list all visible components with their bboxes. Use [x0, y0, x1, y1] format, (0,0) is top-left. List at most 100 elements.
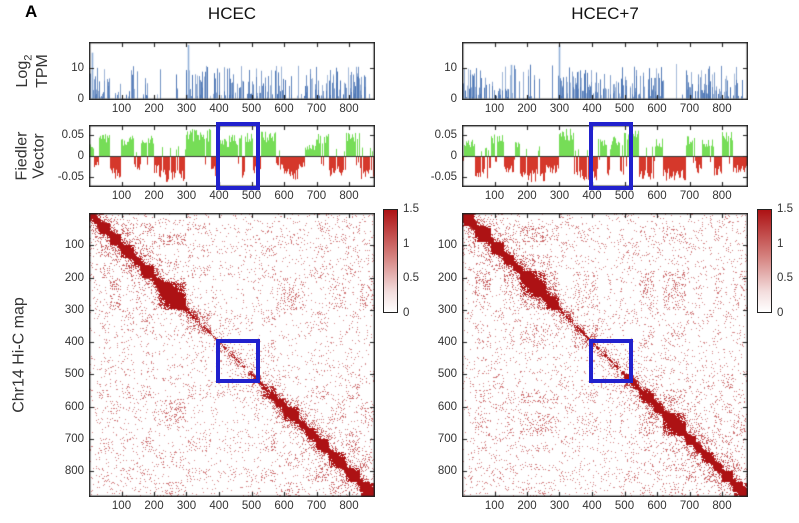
tick-label: 500	[614, 500, 635, 512]
tick-label: 800	[64, 465, 84, 478]
tick-label: 0.5	[777, 272, 793, 285]
tick-label: 0.05	[434, 129, 457, 142]
tick-label: 500	[437, 368, 457, 381]
panel-letter: A	[25, 2, 38, 21]
tick-label: 1	[403, 237, 410, 250]
hcec7-hic-highlight-box	[589, 339, 633, 383]
tick-label: 600	[437, 400, 457, 413]
tick-label: 400	[437, 336, 457, 349]
hcec-colorbar	[383, 209, 398, 313]
tick-label: 400	[209, 103, 229, 115]
hcec-log2tpm-chart	[89, 42, 375, 100]
tick-label: 400	[64, 336, 84, 349]
tick-label: 200	[517, 190, 537, 202]
tick-label: 400	[582, 103, 602, 115]
tick-label: 500	[241, 500, 262, 512]
tick-label: 300	[549, 190, 570, 202]
column-title-hcec7: HCEC+7	[571, 4, 639, 23]
tick-label: 0	[450, 150, 457, 162]
tick-label: 1.5	[403, 203, 419, 215]
log2tpm-label-sub: 2	[22, 54, 35, 61]
fiedler-label-line2: Vector	[31, 133, 48, 179]
tick-label: 700	[306, 500, 327, 512]
tick-label: 300	[176, 500, 197, 512]
tick-label: 600	[647, 190, 667, 202]
tick-label: 200	[517, 500, 537, 512]
tick-label: 700	[306, 190, 327, 202]
tick-label: 500	[614, 190, 635, 202]
tick-label: 100	[111, 190, 132, 202]
tick-label: 10	[444, 61, 457, 74]
fiedler-label-line1: Fiedler	[13, 131, 31, 181]
tick-label: 10	[71, 61, 84, 74]
tick-label: 500	[241, 103, 262, 115]
tick-label: 100	[64, 239, 84, 252]
hcec7-colorbar	[757, 209, 772, 313]
tick-label: 600	[274, 103, 294, 115]
hcec-hic-highlight-box	[216, 339, 260, 383]
tick-label: 0	[777, 307, 784, 319]
hcec7-fiedler-chart	[462, 125, 748, 187]
tick-label: 100	[111, 500, 132, 512]
hcec7-fiedler-highlight-box	[589, 122, 633, 190]
tick-label: -0.05	[430, 170, 457, 183]
hcec-hic-heatmap	[89, 213, 375, 497]
tick-label: 400	[582, 190, 602, 202]
tick-label: 300	[64, 303, 84, 316]
tick-label: 600	[274, 500, 294, 512]
tick-label: 1.5	[777, 203, 793, 215]
tick-label: 200	[517, 103, 537, 115]
tick-label: 800	[712, 500, 732, 512]
tick-label: 100	[484, 500, 505, 512]
tick-label: 100	[437, 239, 457, 252]
tick-label: 800	[339, 500, 359, 512]
tick-label: 100	[111, 103, 132, 115]
tick-label: 600	[647, 103, 667, 115]
tick-label: 400	[582, 500, 602, 512]
tick-label: 100	[484, 190, 505, 202]
tick-label: 600	[647, 500, 667, 512]
tick-label: 200	[64, 271, 84, 284]
tick-label: 800	[339, 190, 359, 202]
tick-label: 700	[306, 103, 327, 115]
tick-label: 700	[679, 190, 700, 202]
tick-label: 400	[209, 500, 229, 512]
hcec-fiedler-chart	[89, 125, 375, 187]
tick-label: 500	[64, 368, 84, 381]
tick-label: 600	[274, 190, 294, 202]
tick-label: 200	[144, 103, 164, 115]
tick-label: 0	[450, 93, 457, 105]
tick-label: 0	[77, 150, 84, 162]
tick-label: 200	[144, 190, 164, 202]
tick-label: 300	[549, 103, 570, 115]
tick-label: 200	[144, 500, 164, 512]
tick-label: 700	[679, 103, 700, 115]
tick-label: 800	[339, 103, 359, 115]
tick-label: 700	[679, 500, 700, 512]
tick-label: 600	[64, 400, 84, 413]
tick-label: 500	[614, 103, 635, 115]
column-title-hcec: HCEC	[207, 4, 257, 23]
hcec-fiedler-highlight-box	[216, 122, 260, 190]
y-axis-label-fiedler: Fiedler Vector	[14, 132, 49, 181]
log2tpm-label-line2: TPM	[34, 54, 52, 88]
tick-label: 1	[777, 237, 784, 250]
tick-label: 0	[77, 93, 84, 105]
y-axis-label-hic: Chr14 Hi-C map	[10, 297, 28, 413]
tick-label: 500	[241, 190, 262, 202]
y-axis-label-log2tpm: Log2 TPM	[14, 54, 52, 88]
tick-label: -0.05	[57, 170, 84, 183]
tick-label: 0.05	[61, 129, 84, 142]
tick-label: 300	[176, 103, 197, 115]
tick-label: 0.5	[403, 272, 419, 285]
tick-label: 300	[549, 500, 570, 512]
tick-label: 400	[209, 190, 229, 202]
tick-label: 300	[176, 190, 197, 202]
tick-label: 100	[484, 103, 505, 115]
tick-label: 700	[64, 432, 84, 445]
hcec7-hic-heatmap	[462, 213, 748, 497]
tick-label: 300	[437, 303, 457, 316]
hcec7-log2tpm-chart	[462, 42, 748, 100]
tick-label: 800	[437, 465, 457, 478]
